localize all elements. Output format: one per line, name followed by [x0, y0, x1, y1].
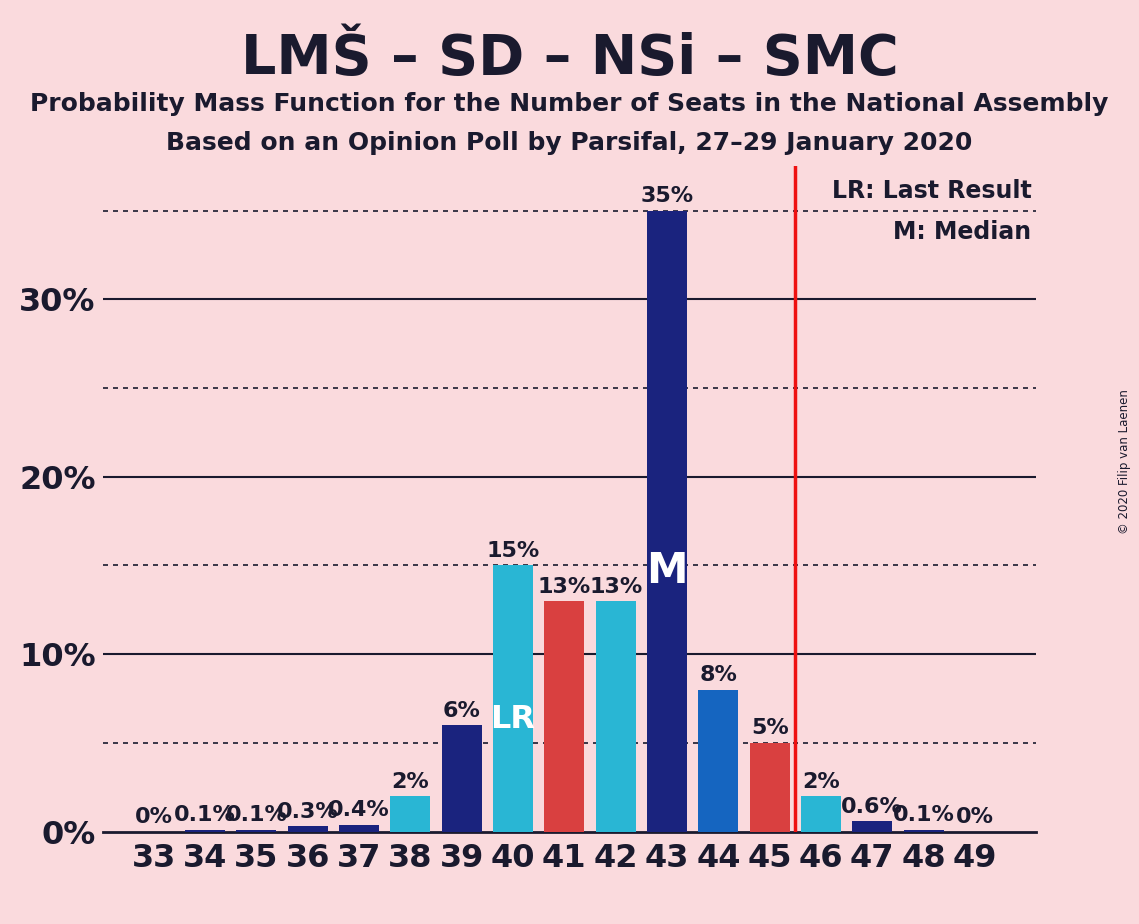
Text: 0.4%: 0.4% — [328, 800, 390, 821]
Text: 0.1%: 0.1% — [893, 806, 954, 825]
Bar — [442, 725, 482, 832]
Text: 0.3%: 0.3% — [277, 802, 338, 821]
Bar — [544, 601, 584, 832]
Text: 13%: 13% — [589, 577, 642, 597]
Bar — [852, 821, 892, 832]
Text: 0%: 0% — [134, 808, 173, 827]
Text: Probability Mass Function for the Number of Seats in the National Assembly: Probability Mass Function for the Number… — [31, 92, 1108, 116]
Bar — [903, 830, 943, 832]
Text: 15%: 15% — [486, 541, 540, 561]
Text: 8%: 8% — [699, 665, 737, 686]
Bar — [596, 601, 636, 832]
Text: Based on an Opinion Poll by Parsifal, 27–29 January 2020: Based on an Opinion Poll by Parsifal, 27… — [166, 131, 973, 155]
Text: 0.6%: 0.6% — [842, 796, 903, 817]
Text: LR: Last Result: LR: Last Result — [831, 178, 1031, 202]
Text: M: Median: M: Median — [893, 220, 1031, 244]
Bar — [493, 565, 533, 832]
Bar — [186, 830, 226, 832]
Bar — [288, 826, 328, 832]
Text: LR: LR — [491, 704, 535, 736]
Text: © 2020 Filip van Laenen: © 2020 Filip van Laenen — [1118, 390, 1131, 534]
Bar — [237, 830, 277, 832]
Bar — [749, 743, 789, 832]
Text: 0.1%: 0.1% — [174, 806, 236, 825]
Text: 0.1%: 0.1% — [226, 806, 287, 825]
Text: 2%: 2% — [802, 772, 839, 792]
Bar — [698, 689, 738, 832]
Bar — [647, 211, 687, 832]
Bar — [391, 796, 431, 832]
Text: M: M — [646, 550, 688, 591]
Text: 35%: 35% — [640, 187, 694, 206]
Text: 6%: 6% — [443, 700, 481, 721]
Bar — [339, 824, 379, 832]
Text: LMŠ – SD – NSi – SMC: LMŠ – SD – NSi – SMC — [240, 32, 899, 86]
Text: 13%: 13% — [538, 577, 591, 597]
Text: 2%: 2% — [392, 772, 429, 792]
Bar — [801, 796, 841, 832]
Text: 5%: 5% — [751, 719, 788, 738]
Text: 0%: 0% — [956, 808, 994, 827]
